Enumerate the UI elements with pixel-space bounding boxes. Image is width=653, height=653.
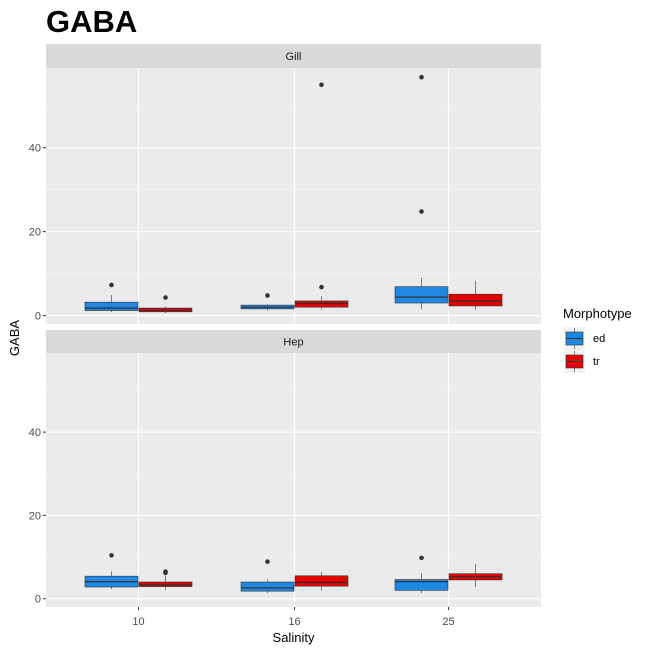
box-ed-10	[84, 282, 139, 313]
y-tick-label: 40	[29, 427, 41, 439]
strip-background	[46, 330, 541, 353]
x-tick-label: 10	[132, 616, 144, 628]
box-tr-25	[448, 563, 503, 588]
legend-label: tr	[593, 356, 600, 368]
legend-keys: ed tr	[564, 327, 605, 373]
outlier-point	[109, 282, 114, 288]
box-body	[240, 581, 295, 592]
facet-panels: Gill 0 20 40 Hep 0 20 40	[29, 44, 541, 607]
box-ed-16	[240, 293, 295, 311]
y-tick-label: 20	[29, 510, 41, 522]
outlier-point	[265, 559, 270, 564]
box-tr-10	[138, 295, 193, 314]
y-tick-label: 0	[35, 311, 41, 323]
box-tr-16	[294, 572, 349, 591]
box-body	[394, 579, 449, 591]
panel-hep: Hep 0 20 40	[29, 330, 541, 607]
panel-background	[46, 68, 541, 324]
y-axis-title: GABA	[7, 320, 22, 356]
strip-background	[46, 44, 541, 68]
box-body	[448, 293, 503, 307]
legend-item-tr: tr	[564, 350, 600, 373]
panel-background	[46, 353, 541, 607]
x-tick-label: 25	[442, 616, 454, 628]
box-ed-16	[240, 559, 295, 594]
legend: Morphotype ed tr	[563, 306, 632, 373]
legend-item-ed: ed	[564, 327, 605, 350]
outlier-point	[319, 82, 324, 88]
strip-label: Gill	[286, 51, 302, 63]
outlier-point	[419, 209, 424, 214]
outlier-point	[163, 295, 168, 300]
panel-gill: Gill 0 20 40	[29, 44, 541, 324]
outlier-point	[319, 284, 324, 290]
y-tick-label: 20	[29, 227, 41, 239]
x-tick-label: 16	[288, 616, 300, 628]
box-ed-25	[394, 555, 449, 594]
chart-title: GABA	[46, 4, 137, 39]
strip-label: Hep	[283, 337, 303, 349]
box-tr-10	[138, 569, 193, 590]
box-body	[84, 301, 139, 311]
outlier-point	[265, 293, 270, 298]
outlier-point	[163, 569, 168, 574]
outlier-point	[109, 553, 114, 558]
outlier-point	[419, 555, 424, 561]
box-tr-16	[294, 82, 349, 310]
box-body	[294, 575, 349, 587]
box-body	[394, 286, 449, 304]
outlier-point	[419, 74, 424, 80]
box-ed-25	[394, 74, 449, 310]
box-ed-10	[84, 553, 139, 590]
x-axis-title: Salinity	[273, 630, 315, 645]
y-tick-label: 40	[29, 143, 41, 155]
y-tick-label: 0	[35, 594, 41, 606]
legend-label: ed	[593, 333, 605, 345]
x-axis: 10 16 25	[132, 607, 455, 628]
legend-title: Morphotype	[563, 306, 632, 321]
box-tr-25	[448, 280, 503, 310]
